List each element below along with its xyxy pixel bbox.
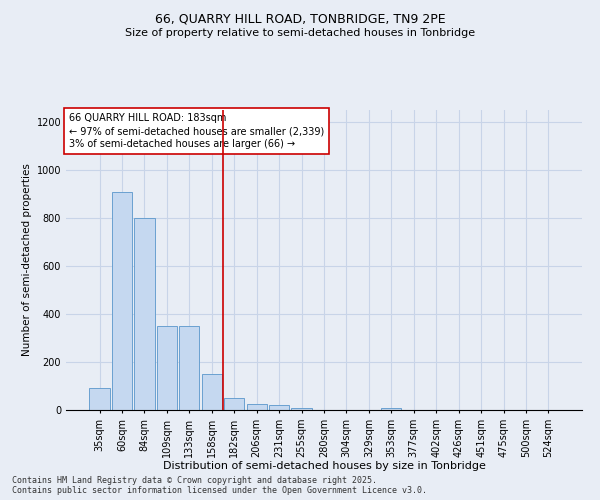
Text: 66, QUARRY HILL ROAD, TONBRIDGE, TN9 2PE: 66, QUARRY HILL ROAD, TONBRIDGE, TN9 2PE [155, 12, 445, 26]
Bar [112, 192, 132, 410]
Bar [134, 218, 155, 410]
Text: Contains HM Land Registry data © Crown copyright and database right 2025.
Contai: Contains HM Land Registry data © Crown c… [12, 476, 427, 495]
X-axis label: Distribution of semi-detached houses by size in Tonbridge: Distribution of semi-detached houses by … [163, 462, 485, 471]
Bar [269, 405, 289, 410]
Bar [202, 374, 222, 410]
Text: 66 QUARRY HILL ROAD: 183sqm
← 97% of semi-detached houses are smaller (2,339)
3%: 66 QUARRY HILL ROAD: 183sqm ← 97% of sem… [68, 113, 324, 150]
Bar [89, 388, 110, 410]
Bar [247, 404, 267, 410]
Bar [381, 408, 401, 410]
Bar [157, 326, 177, 410]
Bar [179, 326, 199, 410]
Text: Size of property relative to semi-detached houses in Tonbridge: Size of property relative to semi-detach… [125, 28, 475, 38]
Bar [224, 398, 244, 410]
Bar [292, 408, 311, 410]
Y-axis label: Number of semi-detached properties: Number of semi-detached properties [22, 164, 32, 356]
